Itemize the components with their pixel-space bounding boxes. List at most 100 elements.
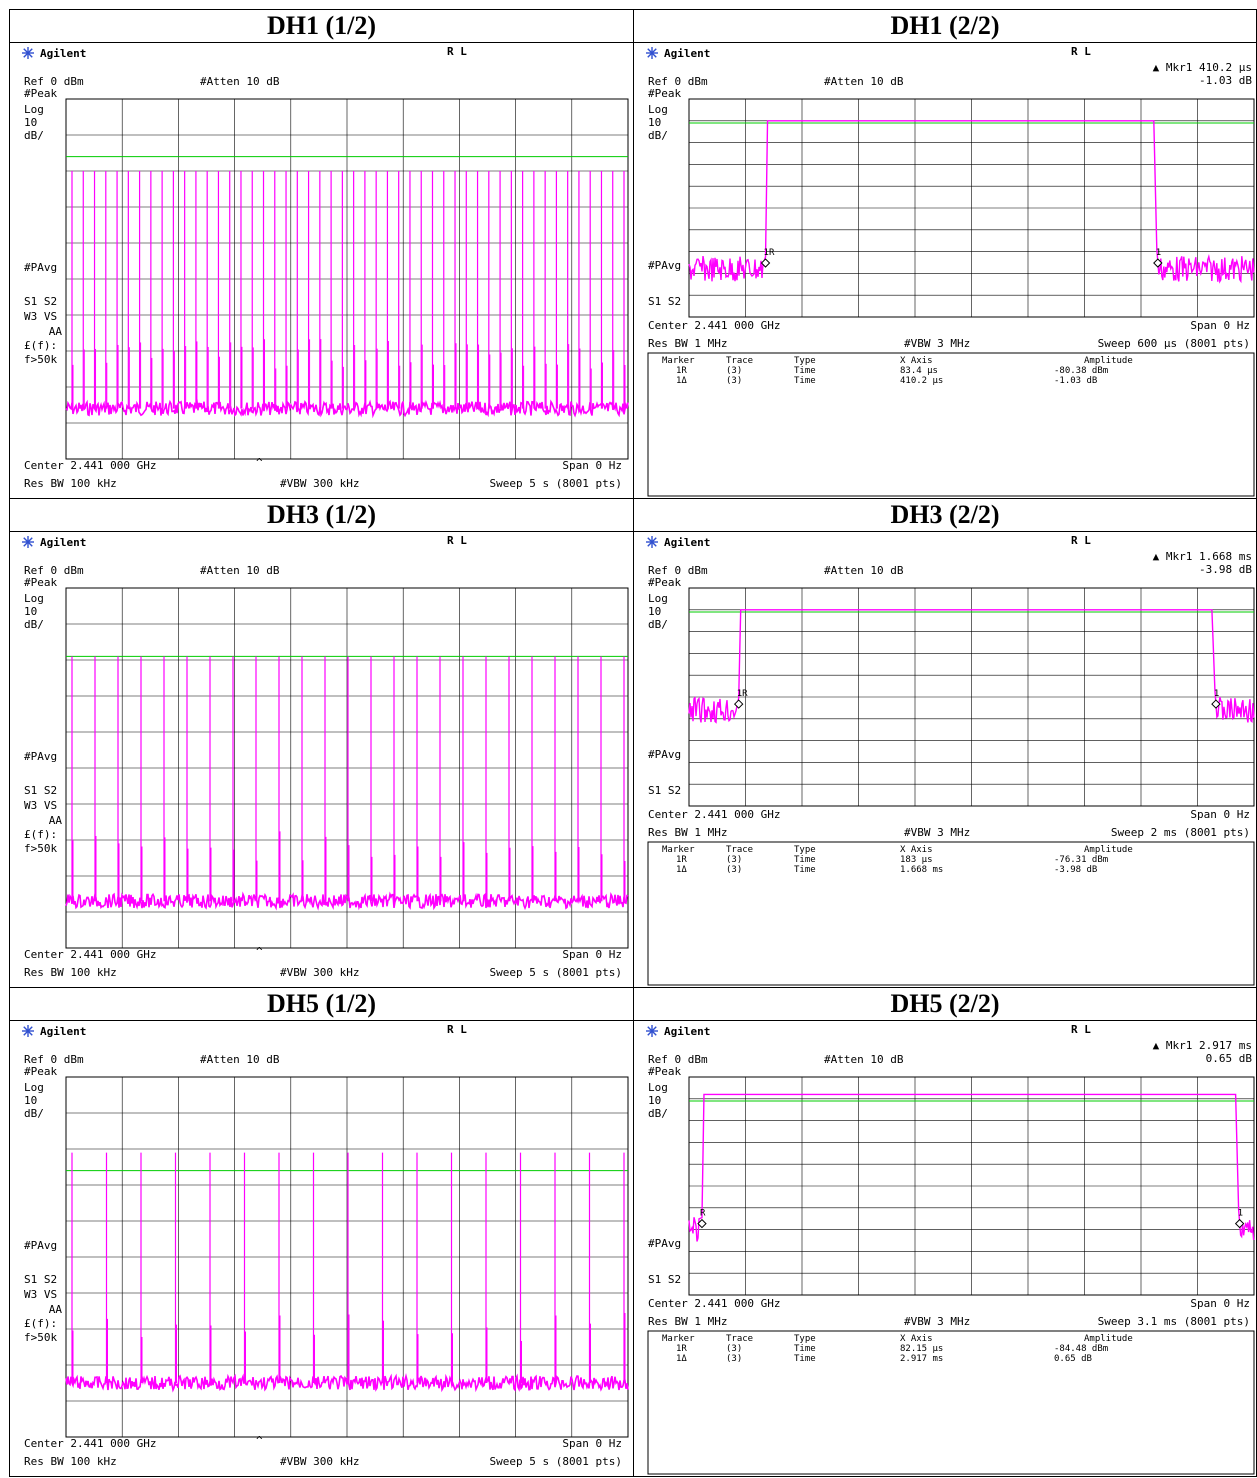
side-label: 10 (24, 1094, 37, 1107)
analyzer-screen: Agilent R L ▲ Mkr1 2.917 ms 0.65 dB Ref 0 dB… (634, 1021, 1256, 1476)
span: Span 0 Hz (1190, 808, 1250, 821)
marker-table-cell: (3) (726, 366, 742, 376)
marker-table-header: X Axis (900, 845, 933, 855)
side-label: f>50k (24, 842, 57, 855)
side-label: AA (49, 814, 63, 827)
spectrum-plot: Agilent R L▲ Mkr1 2.917 ms0.65 dBRef 0 dB… (634, 1021, 1256, 1476)
side-label: dB/ (24, 618, 44, 631)
marker-table-header: Type (794, 845, 816, 855)
brand-label: Agilent (40, 536, 86, 549)
panel-heading: DH1 (2/2) (634, 10, 1257, 43)
panel-heading: DH1 (1/2) (10, 10, 634, 43)
marker-table-header: Type (794, 1334, 816, 1344)
agilent-logo-icon (22, 536, 34, 548)
graticule (689, 588, 1254, 806)
marker-tag: 1 (1214, 689, 1219, 699)
marker-table-cell: Time (794, 855, 816, 865)
side-label: f>50k (24, 1331, 57, 1344)
agilent-logo-icon (646, 47, 658, 59)
marker-readout: ▲ Mkr1 2.917 ms (1153, 1039, 1252, 1052)
side-label: #Peak (648, 576, 681, 589)
analyzer-screen: Agilent R L Ref 0 dBm #Atten 10 dB #Peak Log 1… (10, 43, 633, 498)
resolution-bandwidth: Res BW 1 MHz (648, 337, 727, 350)
marker-table-cell: Time (794, 376, 816, 386)
span: Span 0 Hz (562, 1437, 622, 1450)
rl-indicator: R L (1071, 45, 1091, 58)
side-label: S1 S2 (648, 784, 681, 797)
marker-table-cell: (3) (726, 1344, 742, 1354)
side-label: S1 S2 (24, 784, 57, 797)
marker-table-cell: (3) (726, 376, 742, 386)
marker-table-cell: 0.65 dB (1054, 1354, 1092, 1364)
side-label: #PAvg (24, 261, 57, 274)
side-label: Log (648, 592, 668, 605)
side-label: #PAvg (24, 750, 57, 763)
sweep-time: Sweep 5 s (8001 pts) (490, 1455, 622, 1468)
rl-indicator: R L (447, 1023, 467, 1036)
rl-indicator: R L (447, 45, 467, 58)
span: Span 0 Hz (562, 459, 622, 472)
marker-table-cell: -76.31 dBm (1054, 855, 1108, 865)
side-label: AA (49, 325, 63, 338)
panel-heading: DH3 (1/2) (10, 499, 634, 532)
marker-diamond (735, 700, 743, 708)
marker-table-cell: (3) (726, 865, 742, 875)
attenuation: #Atten 10 dB (824, 75, 904, 88)
resolution-bandwidth: Res BW 100 kHz (24, 966, 117, 979)
marker-table-header: Amplitude (1084, 845, 1133, 855)
graticule (66, 588, 628, 948)
marker-table-cell: 1Δ (676, 1354, 687, 1364)
marker-table-cell: -3.98 dB (1054, 865, 1097, 875)
marker-table-header: Marker (662, 1334, 695, 1344)
side-label: #Peak (648, 1065, 681, 1078)
side-label: dB/ (24, 1107, 44, 1120)
brand-label: Agilent (664, 536, 710, 549)
marker-readout: ▲ Mkr1 1.668 ms (1153, 550, 1252, 563)
panel-heading: DH5 (1/2) (10, 988, 634, 1021)
side-label: 10 (648, 1094, 661, 1107)
marker-value: -1.03 dB (1199, 74, 1252, 87)
resolution-bandwidth: Res BW 1 MHz (648, 1315, 727, 1328)
marker-table-cell: 82.15 μs (900, 1344, 943, 1354)
marker-table-cell: -84.48 dBm (1054, 1344, 1108, 1354)
agilent-logo-icon (22, 47, 34, 59)
agilent-logo-icon (22, 1025, 34, 1037)
marker-table-header: Amplitude (1084, 356, 1133, 366)
marker-table-cell: (3) (726, 855, 742, 865)
marker-table-cell: Time (794, 1354, 816, 1364)
center-frequency: Center 2.441 000 GHz (648, 319, 780, 332)
side-label: W3 VS (24, 310, 57, 323)
side-label: #PAvg (648, 748, 681, 761)
analyzer-screen: Agilent R L ▲ Mkr1 410.2 μs -1.03 dB Ref 0 d… (634, 43, 1256, 498)
marker-table-cell: (3) (726, 1354, 742, 1364)
brand-label: Agilent (40, 1025, 86, 1038)
marker-table-cell: Time (794, 366, 816, 376)
side-label: #PAvg (648, 1237, 681, 1250)
brand-label: Agilent (664, 1025, 710, 1038)
marker-tag: 1 (1156, 248, 1161, 258)
caret-marker: ^ (256, 1434, 263, 1447)
attenuation: #Atten 10 dB (200, 75, 280, 88)
marker-table-cell: 410.2 μs (900, 376, 943, 386)
analyzer-screen: Agilent R L Ref 0 dBm #Atten 10 dB #Peak Log 1… (10, 1021, 633, 1476)
marker-table-cell: 1R (676, 855, 687, 865)
span: Span 0 Hz (1190, 319, 1250, 332)
side-label: £(f): (24, 1317, 57, 1330)
brand-label: Agilent (664, 47, 710, 60)
side-label: S1 S2 (648, 1273, 681, 1286)
side-label: 10 (24, 605, 37, 618)
side-label: #Peak (24, 87, 57, 100)
side-label: dB/ (648, 1107, 668, 1120)
marker-table-header: Amplitude (1084, 1334, 1133, 1344)
side-label: 10 (24, 116, 37, 129)
marker-table-cell: Time (794, 1344, 816, 1354)
graticule (689, 99, 1254, 317)
side-label: #Peak (24, 1065, 57, 1078)
sweep-time: Sweep 600 μs (8001 pts) (1098, 337, 1250, 350)
marker-table-header: Marker (662, 356, 695, 366)
side-label: #Peak (648, 87, 681, 100)
video-bandwidth: #VBW 300 kHz (280, 1455, 359, 1468)
rl-indicator: R L (1071, 1023, 1091, 1036)
resolution-bandwidth: Res BW 100 kHz (24, 1455, 117, 1468)
spectrum-plot: Agilent R L▲ Mkr1 1.668 ms-3.98 dBRef 0 d… (634, 532, 1256, 987)
